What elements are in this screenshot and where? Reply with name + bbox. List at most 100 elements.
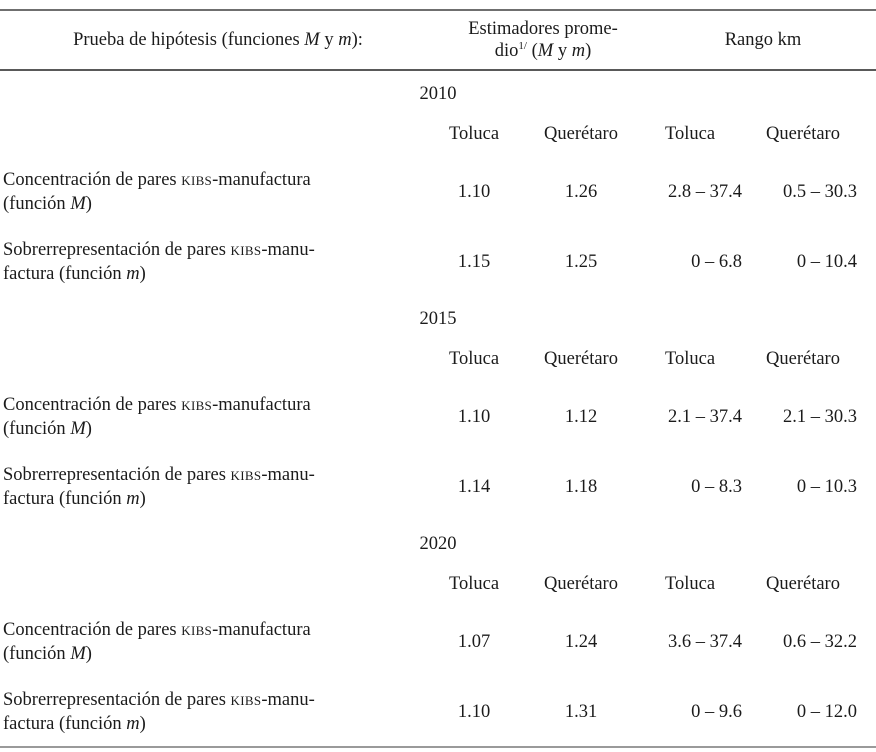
- header-text: y: [319, 30, 339, 50]
- table-row-sobrerrepresentacion-2010: Sobrerrepresentación de pares kibs-manu-…: [0, 238, 876, 286]
- subheader-row-2010: Toluca Querétaro Toluca Querétaro: [0, 123, 876, 146]
- cell-est-toluca: 1.15: [457, 251, 491, 272]
- cell-rango-queretaro: 0 – 10.3: [796, 476, 857, 497]
- kibs-smallcaps: kibs: [230, 240, 262, 260]
- row-label-line2: factura (función m): [3, 487, 436, 511]
- table-header-rule: [0, 69, 876, 71]
- cell-est-queretaro: 1.26: [564, 181, 598, 202]
- cell-est-toluca: 1.10: [457, 406, 491, 427]
- label-text: -manufactura: [212, 620, 311, 640]
- subheader-est-toluca: Toluca: [448, 574, 500, 594]
- cell-rango-toluca: 3.6 – 37.4: [668, 631, 742, 652]
- label-text: -manu-: [261, 240, 315, 260]
- year-label-2020: 2020: [419, 534, 457, 554]
- header-text: y: [553, 41, 572, 61]
- header-text: ): [585, 41, 592, 61]
- header-text: Prueba de hipótesis (funciones: [73, 30, 305, 50]
- table-row-concentracion-2010: Concentración de pares kibs-manufactura …: [0, 168, 876, 216]
- cell-est-toluca: 1.10: [457, 181, 491, 202]
- row-label-line1: Sobrerrepresentación de pares kibs-manu-: [3, 688, 436, 712]
- function-symbol: M: [70, 644, 86, 664]
- cell-est-toluca: 1.07: [457, 631, 491, 652]
- label-text: factura (función: [3, 714, 127, 734]
- label-text: -manufactura: [212, 170, 311, 190]
- header-text: dio: [494, 41, 519, 61]
- cell-est-queretaro: 1.24: [564, 631, 598, 652]
- cell-est-toluca: 1.10: [457, 701, 491, 722]
- label-text: factura (función: [3, 489, 127, 509]
- row-label: Sobrerrepresentación de pares kibs-manu-…: [0, 688, 436, 736]
- row-label-line1: Sobrerrepresentación de pares kibs-manu-: [3, 238, 436, 262]
- row-label-line2: (función M): [3, 642, 436, 666]
- year-label-2010: 2010: [419, 84, 457, 104]
- cell-rango-toluca: 2.8 – 37.4: [668, 181, 742, 202]
- kibs-smallcaps: kibs: [230, 465, 262, 485]
- label-text: Concentración de pares: [3, 395, 182, 415]
- kibs-smallcaps: kibs: [230, 690, 262, 710]
- label-text: -manu-: [261, 465, 315, 485]
- table-row-concentracion-2020: Concentración de pares kibs-manufactura …: [0, 618, 876, 666]
- subheader-row-2015: Toluca Querétaro Toluca Querétaro: [0, 348, 876, 371]
- row-label-line2: factura (función m): [3, 262, 436, 286]
- cell-rango-queretaro: 0 – 12.0: [796, 701, 857, 722]
- row-label-line1: Concentración de pares kibs-manufactura: [3, 168, 436, 192]
- label-text: -manufactura: [212, 395, 311, 415]
- cell-rango-queretaro: 0.5 – 30.3: [783, 181, 857, 202]
- function-symbol: M: [70, 194, 86, 214]
- header-text: ):: [351, 30, 363, 50]
- header-estimadores-line2: dio1/ (M y m): [442, 40, 644, 62]
- row-label-line1: Sobrerrepresentación de pares kibs-manu-: [3, 463, 436, 487]
- label-text: Sobrerrepresentación de pares: [3, 690, 231, 710]
- cell-rango-toluca: 0 – 6.8: [691, 251, 742, 272]
- subheader-est-toluca: Toluca: [448, 349, 500, 369]
- label-text: Sobrerrepresentación de pares: [3, 465, 231, 485]
- function-symbol-M: M: [304, 30, 320, 50]
- subheader-rango-queretaro: Querétaro: [766, 349, 840, 369]
- label-text: Concentración de pares: [3, 620, 182, 640]
- cell-est-queretaro: 1.18: [564, 476, 598, 497]
- subheader-est-queretaro: Querétaro: [544, 124, 618, 144]
- kibs-smallcaps: kibs: [181, 170, 213, 190]
- label-text: (función: [3, 644, 71, 664]
- label-text: Sobrerrepresentación de pares: [3, 240, 231, 260]
- label-text: ): [85, 419, 92, 439]
- row-label-line2: (función M): [3, 417, 436, 441]
- table-bottom-rule: [0, 746, 876, 748]
- cell-rango-toluca: 0 – 9.6: [691, 701, 742, 722]
- label-text: (función: [3, 194, 71, 214]
- label-text: ): [85, 644, 92, 664]
- row-label-line1: Concentración de pares kibs-manufactura: [3, 393, 436, 417]
- row-label-line2: (función M): [3, 192, 436, 216]
- subheader-est-toluca: Toluca: [448, 124, 500, 144]
- function-symbol-m: m: [338, 30, 352, 50]
- function-symbol-m: m: [571, 41, 586, 61]
- cell-rango-toluca: 0 – 8.3: [691, 476, 742, 497]
- row-label: Sobrerrepresentación de pares kibs-manu-…: [0, 238, 436, 286]
- table-top-rule: [0, 9, 876, 11]
- label-text: ): [85, 194, 92, 214]
- row-label: Concentración de pares kibs-manufactura …: [0, 618, 436, 666]
- subheader-rango-toluca: Toluca: [664, 124, 716, 144]
- kibs-smallcaps: kibs: [181, 395, 213, 415]
- label-text: Concentración de pares: [3, 170, 182, 190]
- label-text: factura (función: [3, 264, 127, 284]
- cell-rango-toluca: 2.1 – 37.4: [668, 406, 742, 427]
- header-estimadores-line1: Estimadores prome-: [468, 19, 618, 39]
- subheader-rango-queretaro: Querétaro: [766, 124, 840, 144]
- function-symbol: m: [126, 489, 140, 509]
- subheader-rango-toluca: Toluca: [664, 574, 716, 594]
- function-symbol: M: [70, 419, 86, 439]
- header-col-rango-km: Rango km: [724, 30, 802, 50]
- function-symbol: m: [126, 714, 140, 734]
- label-text: ): [139, 264, 146, 284]
- label-text: ): [139, 714, 146, 734]
- row-label-line1: Concentración de pares kibs-manufactura: [3, 618, 436, 642]
- cell-rango-queretaro: 2.1 – 30.3: [783, 406, 857, 427]
- cell-est-queretaro: 1.25: [564, 251, 598, 272]
- row-label: Concentración de pares kibs-manufactura …: [0, 393, 436, 441]
- header-text: (: [526, 41, 538, 61]
- cell-est-toluca: 1.14: [457, 476, 491, 497]
- year-label-2015: 2015: [419, 309, 457, 329]
- label-text: ): [139, 489, 146, 509]
